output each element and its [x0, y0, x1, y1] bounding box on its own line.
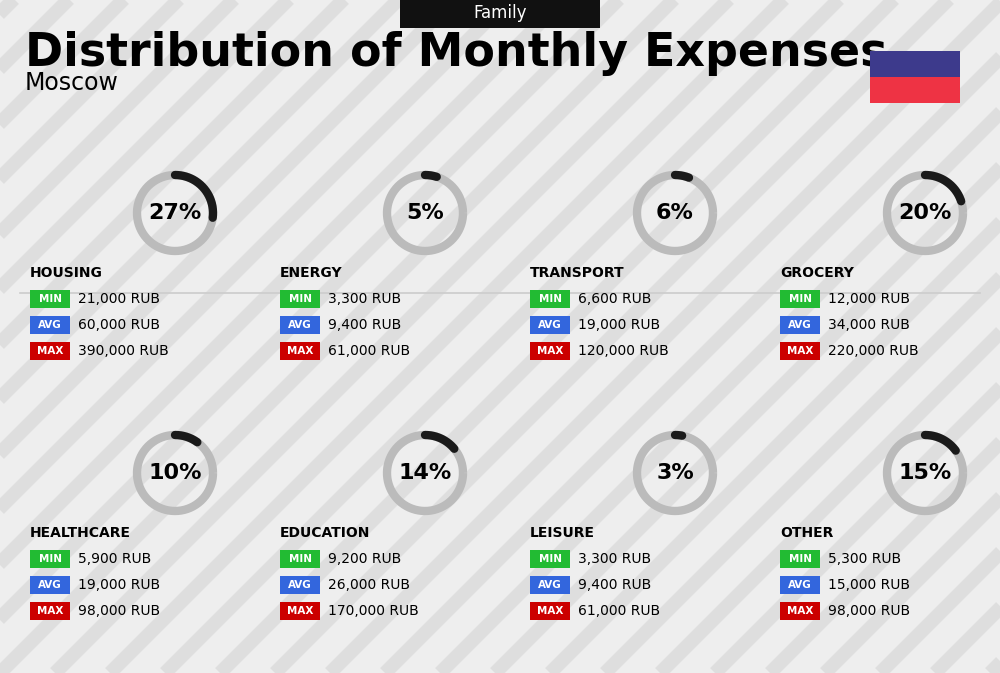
FancyBboxPatch shape — [280, 316, 320, 334]
Text: 390,000 RUB: 390,000 RUB — [78, 344, 169, 358]
Text: MIN: MIN — [788, 294, 812, 304]
Text: 15%: 15% — [898, 463, 952, 483]
Text: MIN: MIN — [288, 554, 312, 564]
FancyBboxPatch shape — [780, 342, 820, 360]
FancyBboxPatch shape — [530, 316, 570, 334]
Text: 9,200 RUB: 9,200 RUB — [328, 552, 401, 566]
FancyBboxPatch shape — [530, 602, 570, 620]
FancyBboxPatch shape — [30, 550, 70, 568]
Text: MAX: MAX — [537, 346, 563, 356]
Text: 9,400 RUB: 9,400 RUB — [578, 578, 651, 592]
Text: AVG: AVG — [788, 320, 812, 330]
Text: MIN: MIN — [288, 294, 312, 304]
Text: 34,000 RUB: 34,000 RUB — [828, 318, 910, 332]
Text: MAX: MAX — [37, 346, 63, 356]
Text: 220,000 RUB: 220,000 RUB — [828, 344, 919, 358]
Text: GROCERY: GROCERY — [780, 266, 854, 280]
Text: 20%: 20% — [898, 203, 952, 223]
FancyBboxPatch shape — [530, 576, 570, 594]
Text: AVG: AVG — [288, 580, 312, 590]
Text: LEISURE: LEISURE — [530, 526, 595, 540]
Text: Distribution of Monthly Expenses: Distribution of Monthly Expenses — [25, 30, 887, 75]
FancyBboxPatch shape — [400, 0, 600, 28]
Text: MIN: MIN — [788, 554, 812, 564]
FancyBboxPatch shape — [30, 576, 70, 594]
Text: MAX: MAX — [537, 606, 563, 616]
Text: 120,000 RUB: 120,000 RUB — [578, 344, 669, 358]
Text: 61,000 RUB: 61,000 RUB — [328, 344, 410, 358]
Text: MAX: MAX — [287, 346, 313, 356]
Text: 15,000 RUB: 15,000 RUB — [828, 578, 910, 592]
Text: EDUCATION: EDUCATION — [280, 526, 370, 540]
Text: 19,000 RUB: 19,000 RUB — [78, 578, 160, 592]
FancyBboxPatch shape — [780, 290, 820, 308]
Text: AVG: AVG — [38, 320, 62, 330]
Text: 21,000 RUB: 21,000 RUB — [78, 292, 160, 306]
Text: 60,000 RUB: 60,000 RUB — [78, 318, 160, 332]
Text: 6,600 RUB: 6,600 RUB — [578, 292, 651, 306]
Text: 3%: 3% — [656, 463, 694, 483]
Text: 5,300 RUB: 5,300 RUB — [828, 552, 901, 566]
FancyBboxPatch shape — [280, 602, 320, 620]
FancyBboxPatch shape — [870, 77, 960, 103]
Text: 98,000 RUB: 98,000 RUB — [828, 604, 910, 618]
FancyBboxPatch shape — [30, 602, 70, 620]
Text: Moscow: Moscow — [25, 71, 119, 95]
Text: 3,300 RUB: 3,300 RUB — [578, 552, 651, 566]
Text: MAX: MAX — [787, 606, 813, 616]
Text: TRANSPORT: TRANSPORT — [530, 266, 625, 280]
FancyBboxPatch shape — [780, 550, 820, 568]
Text: 12,000 RUB: 12,000 RUB — [828, 292, 910, 306]
Text: 9,400 RUB: 9,400 RUB — [328, 318, 401, 332]
Text: MIN: MIN — [38, 554, 62, 564]
Text: MIN: MIN — [38, 294, 62, 304]
Text: AVG: AVG — [538, 320, 562, 330]
Text: 10%: 10% — [148, 463, 202, 483]
Text: 19,000 RUB: 19,000 RUB — [578, 318, 660, 332]
Text: 3,300 RUB: 3,300 RUB — [328, 292, 401, 306]
Text: MAX: MAX — [37, 606, 63, 616]
FancyBboxPatch shape — [30, 316, 70, 334]
Text: 14%: 14% — [398, 463, 452, 483]
FancyBboxPatch shape — [280, 342, 320, 360]
FancyBboxPatch shape — [30, 290, 70, 308]
Text: 6%: 6% — [656, 203, 694, 223]
Text: 5,900 RUB: 5,900 RUB — [78, 552, 151, 566]
FancyBboxPatch shape — [280, 550, 320, 568]
Text: 27%: 27% — [148, 203, 202, 223]
Text: AVG: AVG — [538, 580, 562, 590]
FancyBboxPatch shape — [780, 576, 820, 594]
FancyBboxPatch shape — [530, 290, 570, 308]
Text: 26,000 RUB: 26,000 RUB — [328, 578, 410, 592]
FancyBboxPatch shape — [780, 602, 820, 620]
Text: MAX: MAX — [287, 606, 313, 616]
Text: MAX: MAX — [787, 346, 813, 356]
FancyBboxPatch shape — [530, 550, 570, 568]
FancyBboxPatch shape — [280, 290, 320, 308]
Text: MIN: MIN — [538, 554, 562, 564]
Text: 61,000 RUB: 61,000 RUB — [578, 604, 660, 618]
FancyBboxPatch shape — [30, 342, 70, 360]
Text: HEALTHCARE: HEALTHCARE — [30, 526, 131, 540]
Text: AVG: AVG — [288, 320, 312, 330]
Text: AVG: AVG — [38, 580, 62, 590]
Text: 5%: 5% — [406, 203, 444, 223]
Text: MIN: MIN — [538, 294, 562, 304]
FancyBboxPatch shape — [870, 51, 960, 77]
Text: AVG: AVG — [788, 580, 812, 590]
Text: HOUSING: HOUSING — [30, 266, 103, 280]
Text: Family: Family — [473, 4, 527, 22]
Text: 170,000 RUB: 170,000 RUB — [328, 604, 419, 618]
Text: ENERGY: ENERGY — [280, 266, 343, 280]
Text: 98,000 RUB: 98,000 RUB — [78, 604, 160, 618]
FancyBboxPatch shape — [530, 342, 570, 360]
FancyBboxPatch shape — [280, 576, 320, 594]
FancyBboxPatch shape — [780, 316, 820, 334]
Text: OTHER: OTHER — [780, 526, 833, 540]
